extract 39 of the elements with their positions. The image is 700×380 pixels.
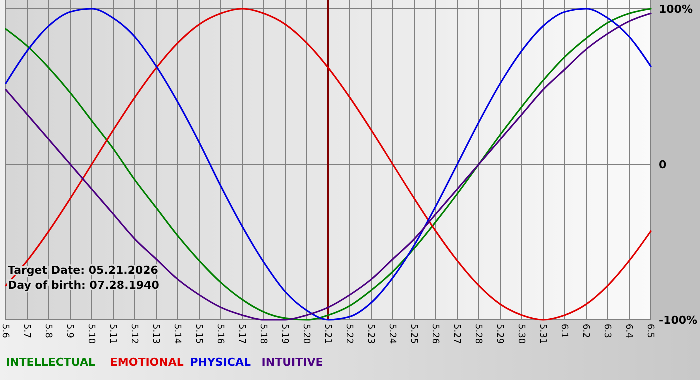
x-tick-label: 5.17 <box>236 324 246 344</box>
x-tick-label: 5.10 <box>86 324 96 344</box>
x-tick-label: 5.25 <box>408 324 418 344</box>
x-tick-label: 5.31 <box>537 324 548 344</box>
x-tick-label: 5.12 <box>128 324 139 344</box>
x-tick-label: 5.15 <box>193 324 204 344</box>
x-tick-label: 5.20 <box>300 324 311 344</box>
x-tick-label: 5.24 <box>386 324 397 344</box>
x-tick-label: 6.3 <box>602 324 612 338</box>
x-tick-label: 5.22 <box>344 324 354 344</box>
x-tick-label: 5.29 <box>494 324 504 344</box>
x-tick-label: 5.9 <box>64 324 74 339</box>
x-tick-label: 5.16 <box>214 324 225 344</box>
x-tick-label: 5.27 <box>451 324 462 344</box>
y-tick-label: -100% <box>659 314 698 327</box>
x-tick-label: 5.19 <box>279 324 290 344</box>
x-tick-label: 6.5 <box>644 324 655 338</box>
text: INTELLECTUAL <box>6 356 96 369</box>
x-tick-label: 6.1 <box>558 324 569 338</box>
x-tick-label: 5.26 <box>430 324 440 344</box>
text: INTUITIVE <box>262 356 324 369</box>
annotation: Day of birth: 07.28.1940 <box>8 279 160 292</box>
x-tick-label: 5.23 <box>365 324 376 344</box>
x-tick-label: 5.11 <box>107 324 118 344</box>
x-tick-label: 5.30 <box>516 324 526 344</box>
x-tick-label: 5.21 <box>322 324 332 344</box>
text: EMOTIONAL <box>110 356 184 369</box>
text: PHYSICAL <box>190 356 252 369</box>
y-tick-label: 100% <box>659 2 693 16</box>
x-tick-label: 5.7 <box>21 324 32 338</box>
x-tick-label: 5.13 <box>150 324 160 344</box>
x-tick-label: 5.8 <box>42 324 53 339</box>
x-tick-label: 5.14 <box>172 324 182 344</box>
x-tick-label: 6.2 <box>580 324 590 338</box>
x-tick-label: 5.6 <box>0 324 10 339</box>
y-tick-label: 0 <box>659 158 667 172</box>
x-tick-label: 6.4 <box>623 324 634 339</box>
x-tick-label: 5.28 <box>472 324 483 344</box>
x-tick-label: 5.18 <box>258 324 268 344</box>
